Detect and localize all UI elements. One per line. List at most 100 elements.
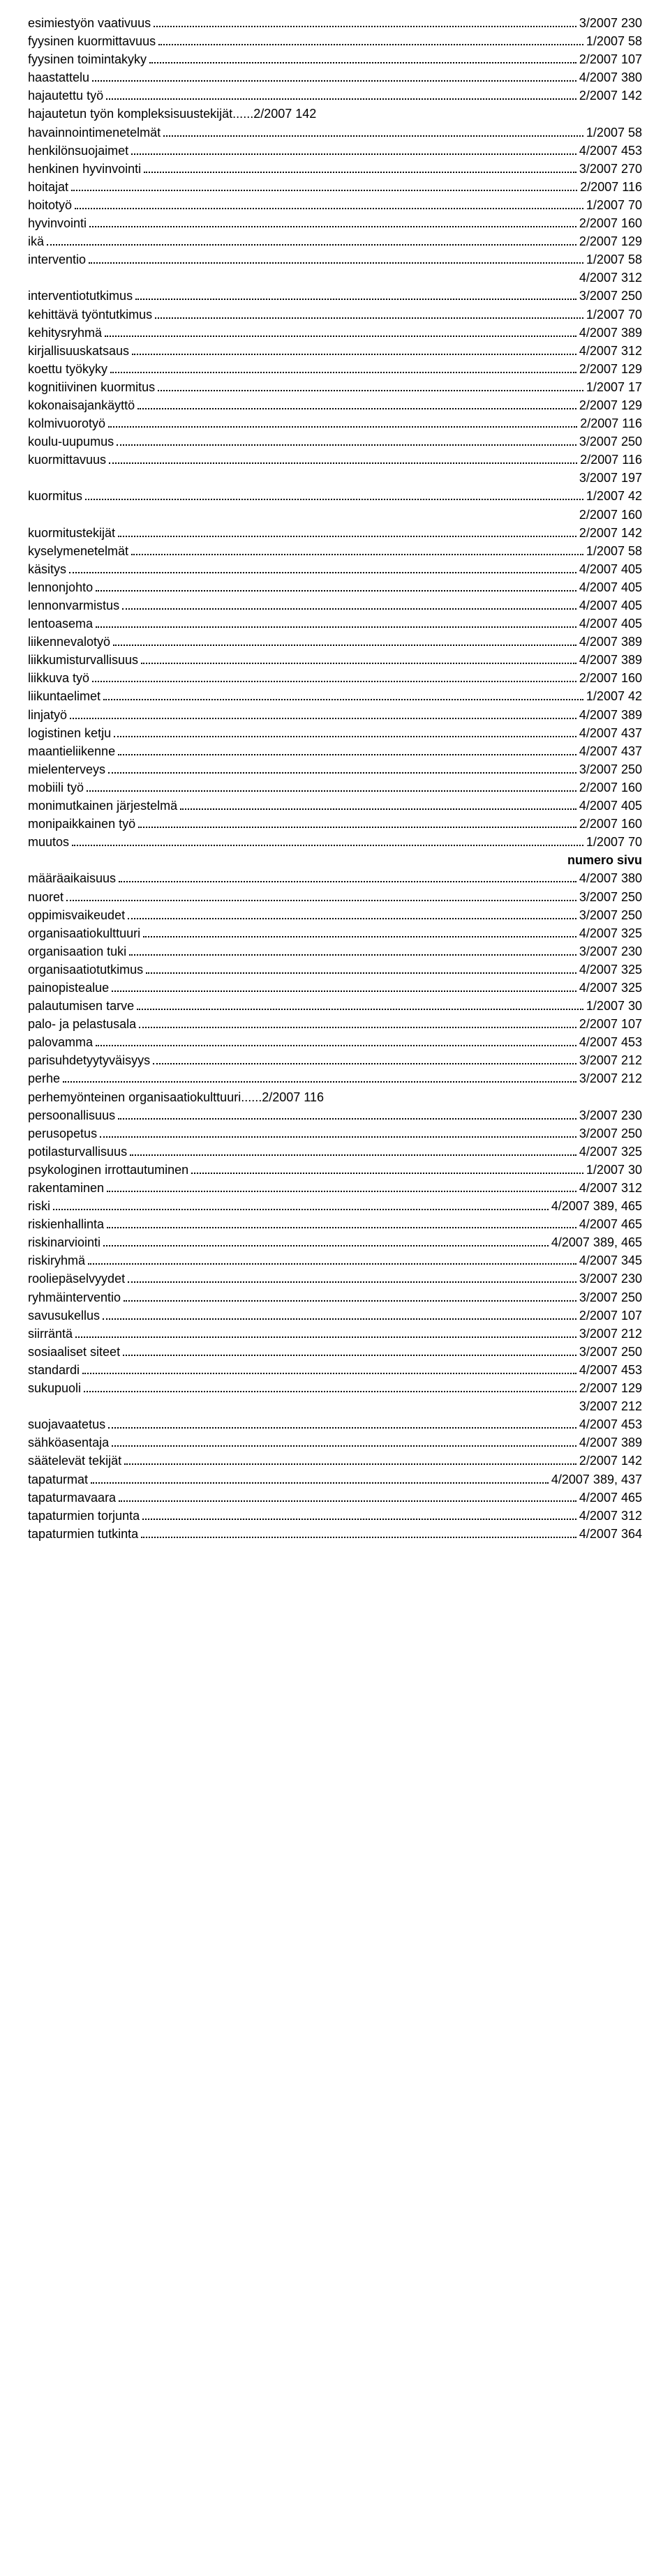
index-term: tapaturmien torjunta [28, 1507, 140, 1525]
index-page-ref: 4/2007 312 [579, 342, 642, 360]
index-term: liikuntaelimet [28, 687, 100, 705]
index-page-ref: 1/2007 42 [586, 487, 642, 505]
index-term: perusopetus [28, 1124, 97, 1143]
leader-dots [103, 1245, 549, 1246]
index-page-ref: 2/2007 116 [580, 451, 642, 469]
index-term: henkinen hyvinvointi [28, 160, 141, 178]
leader-dots [142, 1519, 576, 1520]
leader-dots [138, 827, 576, 828]
index-entry: mobiili työ2/2007 160 [28, 778, 642, 797]
leader-dots [85, 499, 583, 500]
leader-dots [47, 244, 576, 246]
index-term: kolmivuorotyö [28, 414, 105, 432]
index-entry: organisaatiotutkimus4/2007 325 [28, 961, 642, 979]
index-entry: hoitotyö1/2007 70 [28, 196, 642, 214]
index-term: logistinen ketju [28, 724, 111, 742]
index-entry: hajautetun työn kompleksisuustekijät....… [28, 105, 642, 123]
index-page-ref: 1/2007 17 [586, 378, 642, 396]
leader-dots [137, 1009, 583, 1010]
index-page-ref: 4/2007 345 [579, 1251, 642, 1270]
index-page-ref: 4/2007 405 [579, 578, 642, 596]
leader-dots [72, 845, 583, 846]
index-entry: monimutkainen järjestelmä4/2007 405 [28, 797, 642, 815]
index-page-ref: 4/2007 312 [579, 1507, 642, 1525]
index-term: potilasturvallisuus [28, 1143, 127, 1161]
index-page-ref: 3/2007 250 [579, 1288, 642, 1306]
index-term: perhemyönteinen organisaatiokulttuuri [28, 1088, 241, 1106]
index-page-ref: 3/2007 230 [579, 942, 642, 961]
index-term: lennonvarmistus [28, 596, 119, 615]
index-term: kognitiivinen kuormitus [28, 378, 155, 396]
leader-dots [108, 772, 576, 774]
index-term: esimiestyön vaativuus [28, 14, 151, 32]
column-header: numero sivu [28, 851, 642, 869]
index-page-ref: 2/2007 116 [580, 414, 642, 432]
index-term: kyselymenetelmät [28, 542, 128, 560]
index-page-ref: 2/2007 116 [580, 178, 642, 196]
index-term: kuormitustekijät [28, 524, 115, 542]
leader-dots [130, 1154, 576, 1156]
leader-dots: ... [241, 1088, 251, 1106]
index-page-ref: 1/2007 70 [586, 306, 642, 324]
index-term: psykologinen irrottautuminen [28, 1161, 188, 1179]
continuation-ref: 4/2007 312 [28, 269, 642, 287]
index-entry: palo- ja pelastusala2/2007 107 [28, 1015, 642, 1033]
index-term: riskiryhmä [28, 1251, 85, 1270]
leader-dots [82, 1373, 576, 1374]
index-entry: painopistealue4/2007 325 [28, 979, 642, 997]
leader-dots [66, 900, 576, 901]
index-entry: liikennevalotyö4/2007 389 [28, 633, 642, 651]
index-page-ref: 4/2007 389 [579, 651, 642, 669]
index-page-ref: 1/2007 70 [586, 196, 642, 214]
index-term: organisaatiokulttuuri [28, 924, 140, 942]
leader-dots [105, 336, 576, 337]
index-entry: palovamma4/2007 453 [28, 1033, 642, 1051]
index-entry: henkinen hyvinvointi3/2007 270 [28, 160, 642, 178]
leader-dots [131, 554, 583, 555]
index-term: säätelevät tekijät [28, 1452, 121, 1470]
continuation-ref: 3/2007 212 [28, 1397, 642, 1415]
leader-dots [119, 1500, 576, 1502]
index-page-ref: 4/2007 405 [579, 615, 642, 633]
leader-dots [107, 1227, 576, 1228]
index-page-ref: 4/2007 437 [579, 724, 642, 742]
index-entry: tapaturmien torjunta 4/2007 312 [28, 1507, 642, 1525]
leader-dots [108, 426, 577, 428]
index-entry: hoitajat2/2007 116 [28, 178, 642, 196]
index-term: tapaturmien tutkinta [28, 1525, 138, 1543]
index-entry: hajautettu työ2/2007 142 [28, 86, 642, 105]
index-term: palautumisen tarve [28, 997, 134, 1015]
leader-dots [88, 1263, 576, 1265]
index-page-ref: 4/2007 389 [579, 1433, 642, 1452]
index-term: haastattelu [28, 68, 89, 86]
index-entry: monipaikkainen työ2/2007 160 [28, 815, 642, 833]
leader-dots [75, 1336, 576, 1338]
index-page-ref: 4/2007 453 [579, 1361, 642, 1379]
index-entry: lentoasema4/2007 405 [28, 615, 642, 633]
index-page-ref: 4/2007 389, 465 [551, 1197, 642, 1215]
index-page-ref: 4/2007 389 [579, 633, 642, 651]
index-entry: potilasturvallisuus4/2007 325 [28, 1143, 642, 1161]
index-page-ref: 4/2007 453 [579, 1033, 642, 1051]
index-entry: ryhmäinterventio3/2007 250 [28, 1288, 642, 1306]
index-term: siirräntä [28, 1325, 73, 1343]
index-page-ref: 2/2007 107 [579, 50, 642, 68]
index-entry: fyysinen toimintakyky2/2007 107 [28, 50, 642, 68]
index-term: rooliepäselvyydet [28, 1270, 125, 1288]
index-term: kehittävä työntutkimus [28, 306, 152, 324]
index-page-ref: 4/2007 437 [579, 742, 642, 760]
index-page-ref: 3/2007 230 [579, 14, 642, 32]
index-page-ref: 3/2007 230 [579, 1270, 642, 1288]
leader-dots [53, 1209, 549, 1210]
index-page-ref: 1/2007 58 [586, 250, 642, 269]
index-entry: kuormittavuus2/2007 116 [28, 451, 642, 469]
index-term: perhe [28, 1069, 60, 1087]
leader-dots [96, 590, 576, 592]
leader-dots [75, 208, 583, 209]
leader-dots [117, 444, 576, 446]
index-list: esimiestyön vaativuus 3/2007 230 fyysinen … [28, 14, 642, 1543]
index-entry: kuormitustekijät2/2007 142 [28, 524, 642, 542]
index-entry: parisuhdetyytyväisyys3/2007 212 [28, 1051, 642, 1069]
index-term: organisaation tuki [28, 942, 126, 961]
continuation-ref: 2/2007 160 [28, 506, 642, 524]
